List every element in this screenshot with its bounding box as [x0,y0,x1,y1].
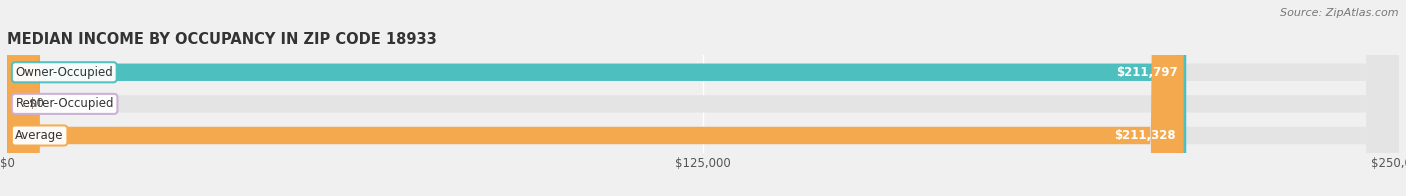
Text: $211,797: $211,797 [1116,66,1178,79]
Text: MEDIAN INCOME BY OCCUPANCY IN ZIP CODE 18933: MEDIAN INCOME BY OCCUPANCY IN ZIP CODE 1… [7,32,437,47]
Text: Source: ZipAtlas.com: Source: ZipAtlas.com [1281,8,1399,18]
FancyBboxPatch shape [7,0,1184,196]
Text: $0: $0 [30,97,44,110]
FancyBboxPatch shape [7,0,1399,196]
Text: Owner-Occupied: Owner-Occupied [15,66,112,79]
FancyBboxPatch shape [7,0,1399,196]
Text: $211,328: $211,328 [1114,129,1175,142]
Text: Renter-Occupied: Renter-Occupied [15,97,114,110]
FancyBboxPatch shape [7,0,1399,196]
FancyBboxPatch shape [7,0,1187,196]
Text: Average: Average [15,129,63,142]
